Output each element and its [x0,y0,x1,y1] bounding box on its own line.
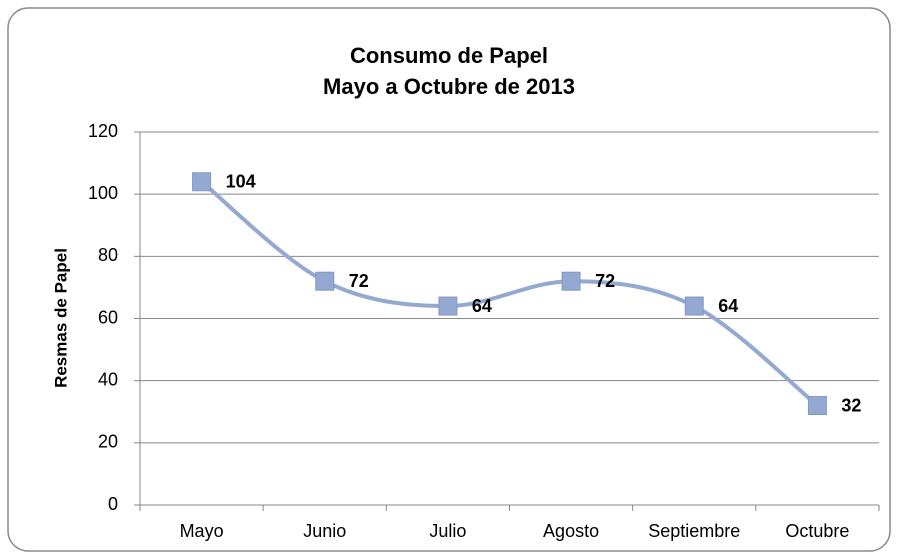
marker [192,172,212,192]
data-label: 72 [595,271,615,291]
data-label: 72 [349,271,369,291]
x-tick-label: Julio [429,521,466,541]
marker [315,271,335,291]
chart-subtitle: Mayo a Octubre de 2013 [323,74,575,99]
data-label: 104 [226,171,256,191]
x-tick-label: Agosto [543,521,599,541]
y-tick-label: 0 [108,494,118,514]
data-label: 64 [472,296,492,316]
y-tick-label: 80 [98,245,118,265]
x-tick-label: Junio [303,521,346,541]
line [200,180,819,408]
x-tick-label: Septiembre [648,521,740,541]
data-label: 64 [718,296,738,316]
y-tick-label: 40 [98,369,118,389]
y-tick-label: 100 [88,183,118,203]
y-tick-label: 120 [88,121,118,141]
y-tick-label: 20 [98,432,118,452]
y-tick-label: 60 [98,307,118,327]
marker [438,296,458,316]
data-label: 32 [841,395,861,415]
x-tick-label: Mayo [180,521,224,541]
y-axis-title: Resmas de Papel [51,248,70,388]
chart-title: Consumo de Papel [350,43,548,68]
marker [807,396,827,416]
x-tick-label: Octubre [785,521,849,541]
chart-border [7,7,891,552]
marker [684,296,704,316]
marker [561,271,581,291]
